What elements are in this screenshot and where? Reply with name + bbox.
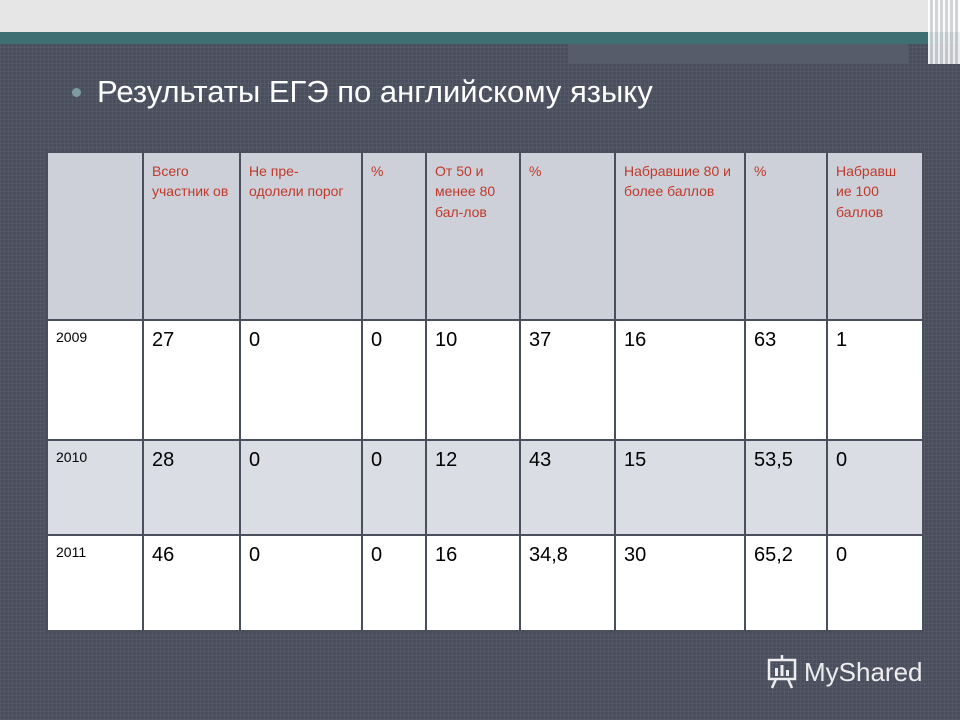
table-header-row: Всего участник ов Не пре- одолели порог … xyxy=(46,151,924,321)
table-cell: 0 xyxy=(826,439,924,536)
header-cell: Не пре- одолели порог xyxy=(239,151,363,321)
table-cell: 53,5 xyxy=(744,439,828,536)
year-cell: 2010 xyxy=(46,439,144,536)
table-row: 2010 28 0 0 12 43 15 53,5 0 xyxy=(46,439,924,536)
table-cell: 63 xyxy=(744,319,828,441)
presentation-icon xyxy=(767,655,797,689)
table-cell: 0 xyxy=(239,319,363,441)
table-cell: 34,8 xyxy=(519,534,616,632)
accent-bar xyxy=(0,32,960,44)
table-cell: 43 xyxy=(519,439,616,536)
header-cell: Набравшие 80 и более баллов xyxy=(614,151,746,321)
header-cell xyxy=(46,151,144,321)
watermark-text: MyShared xyxy=(804,656,923,687)
table-cell: 37 xyxy=(519,319,616,441)
title-row: Результаты ЕГЭ по английскому языку xyxy=(72,72,653,112)
top-band xyxy=(0,0,960,32)
table-cell: 0 xyxy=(826,534,924,632)
table-cell: 10 xyxy=(425,319,521,441)
table-cell: 16 xyxy=(425,534,521,632)
header-cell: % xyxy=(744,151,828,321)
table-cell: 16 xyxy=(614,319,746,441)
table-cell: 46 xyxy=(142,534,241,632)
table-cell: 0 xyxy=(239,439,363,536)
header-cell: Набравш ие 100 баллов xyxy=(826,151,924,321)
bullet-icon xyxy=(72,87,81,97)
header-cell: % xyxy=(519,151,616,321)
table-cell: 0 xyxy=(361,439,427,536)
table-cell: 15 xyxy=(614,439,746,536)
table-cell: 1 xyxy=(826,319,924,441)
watermark: MyShared xyxy=(766,654,923,690)
table-cell: 0 xyxy=(361,534,427,632)
accent-strip xyxy=(568,44,908,64)
header-cell: От 50 и менее 80 бал-лов xyxy=(425,151,521,321)
table-cell: 27 xyxy=(142,319,241,441)
table-cell: 28 xyxy=(142,439,241,536)
slide-title: Результаты ЕГЭ по английскому языку xyxy=(97,74,653,109)
header-cell: Всего участник ов xyxy=(142,151,241,321)
year-cell: 2011 xyxy=(46,534,144,632)
decorative-lines xyxy=(928,0,960,64)
results-table: Всего участник ов Не пре- одолели порог … xyxy=(46,151,924,632)
table-row: 2011 46 0 0 16 34,8 30 65,2 0 xyxy=(46,534,924,632)
table-cell: 30 xyxy=(614,534,746,632)
table-cell: 0 xyxy=(239,534,363,632)
table-cell: 65,2 xyxy=(744,534,828,632)
table-cell: 0 xyxy=(361,319,427,441)
year-cell: 2009 xyxy=(46,319,144,441)
header-cell: % xyxy=(361,151,427,321)
table-row: 2009 27 0 0 10 37 16 63 1 xyxy=(46,319,924,441)
table-cell: 12 xyxy=(425,439,521,536)
